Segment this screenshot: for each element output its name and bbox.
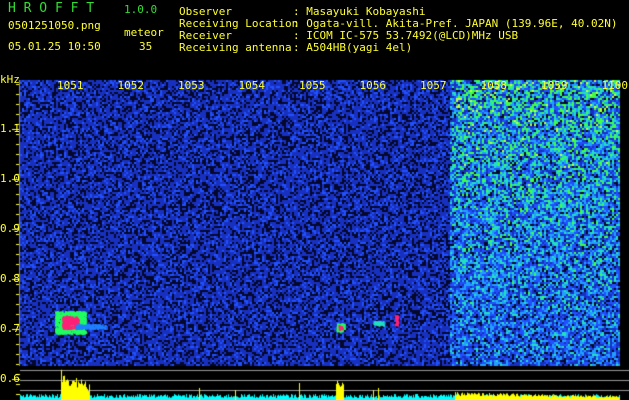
location-value: : Ogata-vill. Akita-Pref. JAPAN (139.96E…	[293, 17, 618, 30]
y-tick-label: 0.8	[0, 272, 20, 285]
app-title: H R O F F T	[8, 1, 95, 16]
receiver-value: : ICOM IC-575 53.7492(@LCD)MHz USB	[293, 29, 519, 42]
x-tick-label: 1056	[359, 79, 387, 92]
filename: 0501251050.png	[8, 19, 101, 32]
x-tick-label: 1058	[480, 79, 508, 92]
x-tick-label: 1052	[117, 79, 145, 92]
antenna-label: Receiving antenna	[179, 41, 292, 54]
y-axis-label: kHz	[0, 73, 20, 86]
meteor-count: 35	[139, 40, 153, 53]
x-tick-label: 1051	[57, 79, 84, 92]
datetime: 05.01.25 10:50	[8, 40, 101, 53]
x-tick-label: 1053	[178, 79, 205, 92]
version: 1.0.0	[124, 3, 158, 16]
y-tick-label: 0.9	[0, 222, 20, 235]
y-tick-label: 1.0	[0, 172, 20, 185]
observer-value: : Masayuki Kobayashi	[293, 5, 426, 18]
y-tick-label: 1.1	[0, 122, 20, 135]
x-tick-label: 1100	[601, 79, 629, 92]
y-tick-label: 0.6	[0, 372, 20, 385]
x-tick-label: 1059	[541, 79, 568, 92]
observer-label: Observer	[179, 5, 232, 18]
antenna-value: : A504HB(yagi 4el)	[293, 41, 413, 54]
x-tick-label: 1057	[420, 79, 447, 92]
receiver-label: Receiver	[179, 29, 232, 42]
location-label: Receiving Location	[179, 17, 299, 30]
y-tick-label: 0.7	[0, 322, 20, 335]
x-tick-label: 1054	[238, 79, 266, 92]
x-tick-label: 1055	[299, 79, 326, 92]
meteor-label: meteor	[124, 26, 164, 39]
